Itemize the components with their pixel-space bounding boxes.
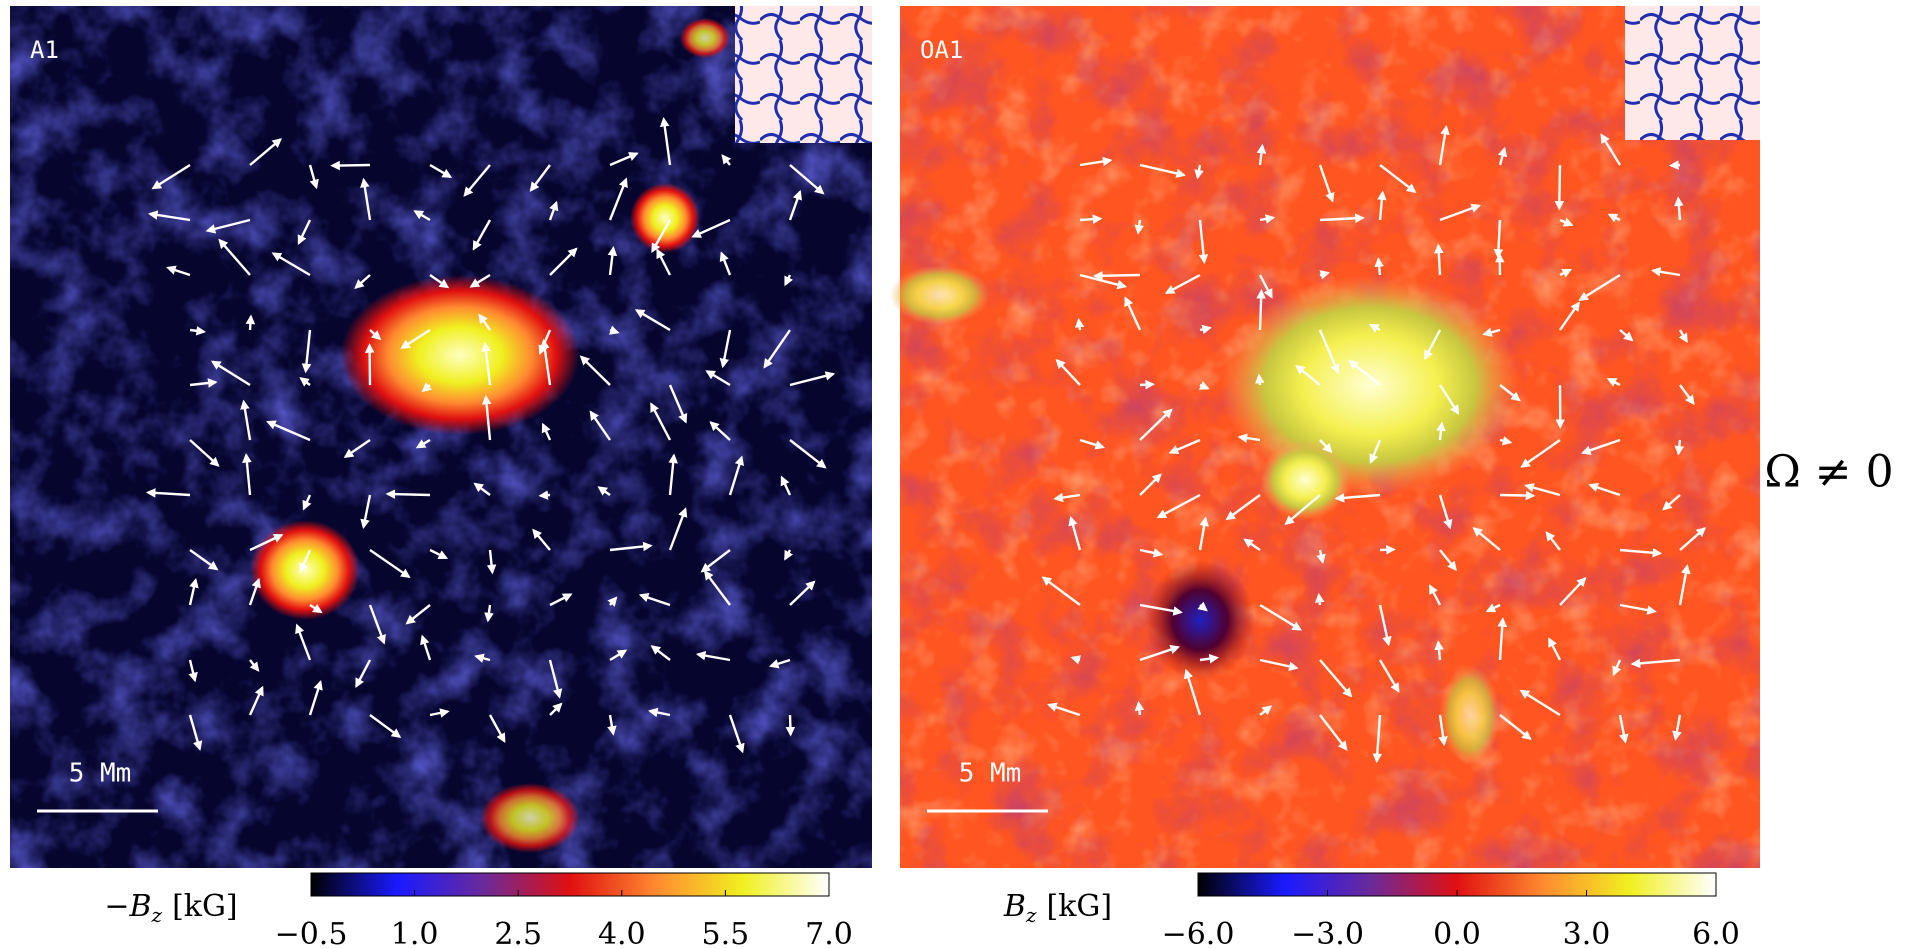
flow-arrow [1139,703,1140,715]
label-subscript: z [1025,903,1037,927]
colorbar-label: −Bz [kG] [104,889,237,927]
flow-arrow [1678,440,1680,454]
flow-arrow [1438,245,1440,275]
colorbar-tick-label: 4.0 [598,917,646,949]
flux-patch [250,520,360,620]
colorbar-tick-label: −6.0 [1162,917,1235,949]
flow-arrow [250,316,251,330]
figure: A1 5 Mm OA1 5 Mm Ω ≠ 0 −0.5 1.0 2.5 4.0 5.5 7.0… [0,0,1905,949]
colorbar-tick-label: 2.5 [494,917,542,949]
flow-arrow [1380,549,1394,550]
flow-arrow [540,495,550,496]
flux-patch [890,265,990,325]
scale-bar-label: 5 Mm [959,759,1022,789]
flow-arrow [1140,384,1153,385]
colorbar-tick-label: 7.0 [805,917,853,949]
flux-patch [340,275,580,435]
flow-arrow [1079,320,1080,330]
label-subscript: z [151,903,163,927]
flux-patch [1145,560,1255,680]
flow-arrow [1559,165,1560,209]
flow-arrow [790,715,791,735]
colorbar [311,873,829,896]
scale-bar-label: 5 Mm [69,759,132,789]
flow-arrow [1671,165,1680,166]
label-symbol: B [1003,889,1026,924]
flux-patch [680,18,730,58]
flow-arrow [1319,595,1320,605]
panel-label: OA1 [920,36,963,64]
label-symbol: −B [104,889,151,924]
flow-arrow [1500,495,1533,496]
colorbar-tick-label: 5.5 [702,917,750,949]
colorbar-tick-label: 0.0 [1433,917,1481,949]
flow-arrow [1259,376,1260,385]
panel-a1: A1 5 Mm [10,6,872,868]
label-unit: [kG] [172,889,238,924]
panel-label: A1 [30,36,59,64]
colorbar-tick-label: −3.0 [1291,917,1364,949]
annotation: Ω ≠ 0 [1764,447,1893,498]
colorbar-tick-label: 1.0 [391,917,439,949]
colorbar-label: Bz [kG] [1003,889,1112,927]
flow-arrow [1438,642,1440,660]
flux-patch [630,183,700,253]
inset [735,6,872,143]
flux-patch [1440,665,1500,765]
flow-arrow [1080,219,1100,220]
inset [1625,6,1760,140]
flow-arrow [387,494,430,495]
colorbar-tick-label: −0.5 [275,917,348,949]
flux-patch [480,783,580,853]
flow-arrow [1378,259,1380,275]
panel-oa1: OA1 5 Mm [890,6,1760,868]
flow-arrow [1260,291,1261,330]
label-unit: [kG] [1047,889,1113,924]
colorbar-tick-label: 6.0 [1692,917,1740,949]
flow-arrow [332,165,370,166]
flow-arrow [1095,275,1140,276]
colorbar-tick-label: 3.0 [1563,917,1611,949]
